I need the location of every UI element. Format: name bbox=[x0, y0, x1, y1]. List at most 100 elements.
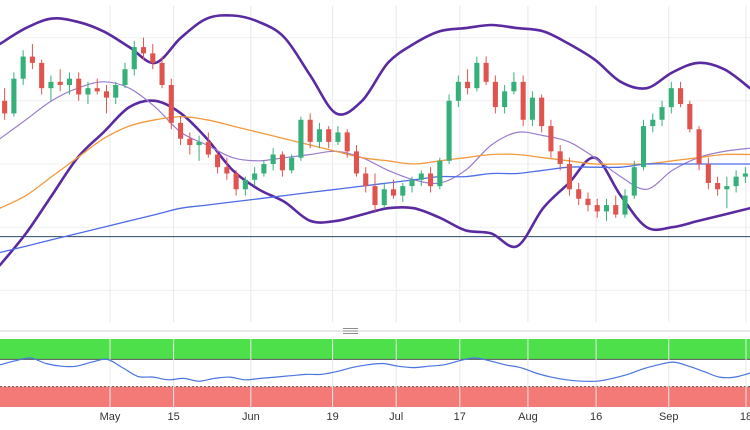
candle-body bbox=[205, 141, 211, 155]
candle-body bbox=[233, 173, 239, 190]
candle-body bbox=[650, 119, 656, 127]
candle-body bbox=[511, 81, 517, 92]
candle-body bbox=[224, 167, 230, 174]
candle-body bbox=[529, 97, 535, 120]
candle-body bbox=[705, 164, 711, 183]
candle-body bbox=[539, 97, 545, 127]
candle-body bbox=[724, 186, 730, 190]
candle-body bbox=[344, 132, 350, 152]
candlesticks bbox=[2, 37, 748, 221]
candle-body bbox=[363, 173, 369, 187]
candle-body bbox=[76, 78, 82, 95]
oscillator-bands bbox=[0, 339, 750, 407]
candle-body bbox=[270, 154, 276, 164]
candle-body bbox=[66, 78, 72, 85]
candle-body bbox=[742, 173, 748, 177]
candle-body bbox=[557, 151, 563, 164]
candle-body bbox=[576, 189, 582, 199]
candle-body bbox=[20, 56, 26, 79]
candle-body bbox=[289, 157, 295, 171]
candle-body bbox=[409, 179, 415, 187]
candle-body bbox=[428, 173, 434, 187]
candle-body bbox=[11, 78, 17, 114]
candle-body bbox=[622, 195, 628, 215]
candle-body bbox=[446, 100, 452, 161]
candle-body bbox=[307, 119, 313, 142]
x-tick-label: 19 bbox=[326, 411, 338, 423]
candle-body bbox=[437, 160, 443, 187]
candle-body bbox=[242, 179, 248, 190]
candle-body bbox=[316, 129, 322, 142]
series-line-bollinger-upper bbox=[0, 13, 750, 116]
candle-body bbox=[668, 88, 674, 108]
candle-body bbox=[140, 47, 147, 54]
candle-body bbox=[279, 154, 285, 171]
candle-body bbox=[594, 205, 600, 212]
candle-body bbox=[418, 173, 424, 180]
oscillator-series-line bbox=[0, 357, 750, 383]
candle-body bbox=[103, 91, 110, 98]
candle-body bbox=[585, 198, 591, 206]
candle-body bbox=[548, 126, 554, 152]
candle-body bbox=[113, 85, 119, 98]
x-tick-label: 15 bbox=[167, 411, 179, 423]
candle-body bbox=[131, 47, 137, 70]
candle-body bbox=[353, 151, 360, 174]
candle-body bbox=[400, 186, 406, 196]
x-tick-label: 17 bbox=[454, 411, 466, 423]
x-tick-label: May bbox=[100, 411, 121, 423]
candle-body bbox=[252, 173, 258, 180]
candle-body bbox=[261, 164, 267, 174]
candle-body bbox=[94, 88, 100, 92]
candle-body bbox=[613, 205, 619, 215]
candle-body bbox=[29, 56, 35, 63]
candle-body bbox=[696, 129, 702, 164]
candle-body bbox=[168, 85, 174, 123]
candle-body bbox=[687, 103, 693, 130]
oscillator-line bbox=[0, 357, 750, 383]
candle-body bbox=[159, 62, 165, 85]
candle-body bbox=[483, 62, 489, 82]
candle-body bbox=[178, 122, 184, 139]
x-tick-label: Jun bbox=[242, 411, 260, 423]
x-tick-label: 18 bbox=[740, 411, 750, 423]
candle-body bbox=[455, 81, 461, 101]
candle-body bbox=[603, 205, 610, 212]
panel-divider bbox=[0, 328, 750, 334]
candle-body bbox=[187, 138, 193, 146]
candle-body bbox=[85, 88, 91, 95]
candle-body bbox=[381, 189, 387, 206]
candle-body bbox=[372, 186, 378, 206]
candle-body bbox=[390, 189, 397, 196]
candle-body bbox=[196, 141, 202, 146]
series-line-sma-mid bbox=[0, 115, 750, 209]
candle-body bbox=[298, 119, 304, 158]
x-tick-label: Sep bbox=[659, 411, 679, 423]
candle-body bbox=[48, 81, 54, 89]
candle-body bbox=[122, 69, 128, 85]
candle-body bbox=[2, 100, 8, 114]
x-tick-label: 16 bbox=[590, 411, 602, 423]
candle-body bbox=[492, 81, 498, 108]
series-line-bollinger-middle bbox=[0, 81, 750, 190]
x-tick-label: Jul bbox=[389, 411, 403, 423]
x-tick-label: Aug bbox=[518, 411, 538, 423]
candle-body bbox=[640, 126, 647, 168]
candle-body bbox=[215, 154, 221, 168]
candle-body bbox=[520, 81, 526, 120]
candle-body bbox=[335, 132, 341, 142]
candle-body bbox=[474, 62, 480, 89]
candle-body bbox=[39, 62, 45, 89]
x-axis-ticks: May 15 Jun 19 Jul 17 Aug 16 Sep 18 bbox=[100, 411, 750, 423]
overbought-band bbox=[0, 339, 750, 360]
candle-body bbox=[150, 53, 156, 63]
candle-body bbox=[631, 167, 637, 196]
oversold-band bbox=[0, 386, 750, 407]
candle-body bbox=[502, 91, 508, 108]
candle-body bbox=[566, 164, 572, 190]
candle-body bbox=[678, 88, 684, 104]
candle-body bbox=[326, 129, 332, 142]
candle-body bbox=[715, 182, 721, 190]
